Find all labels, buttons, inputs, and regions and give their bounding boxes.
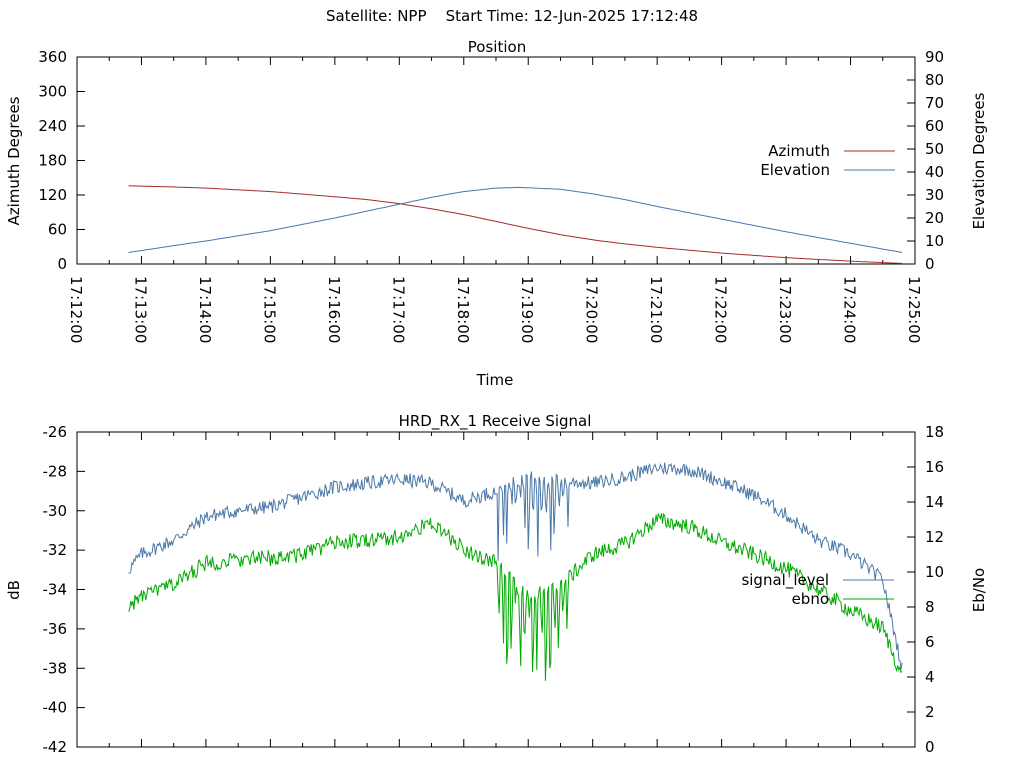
receive-signal-plot-frame (76, 431, 916, 748)
right-axis-tick-label: 20 (925, 209, 944, 227)
right-axis-tick-label: 8 (925, 598, 935, 616)
receive-signal-legend: signal_level ebno (741, 571, 894, 608)
right-axis-tick-label: 2 (925, 703, 935, 721)
position-left-axis: 0 60 120 180 240 300 360 (38, 48, 85, 273)
receive-signal-right-axis-label: Eb/No (970, 568, 988, 612)
receive-signal-right-axis: 0 2 4 6 8 10 12 14 16 18 (907, 423, 944, 756)
receive-signal-chart-title: HRD_RX_1 Receive Signal (399, 412, 592, 431)
x-axis-tick-label: 17:25:00 (905, 276, 923, 343)
legend-label-signal-level: signal_level (741, 571, 829, 590)
position-time-axis: 17:12:00 17:13:00 17:14:00 17:15:00 17:16:00… (67, 57, 923, 343)
left-axis-tick-label: 120 (38, 186, 67, 204)
left-axis-tick-label: -38 (43, 659, 68, 677)
page-title: Satellite: NPP Start Time: 12-Jun-2025 1… (325, 7, 699, 25)
x-axis-tick-label: 17:21:00 (647, 276, 665, 343)
x-axis-tick-label: 17:22:00 (712, 276, 730, 343)
right-axis-tick-label: 18 (925, 423, 944, 441)
x-axis-tick-label: 17:16:00 (325, 276, 343, 343)
right-axis-tick-label: 50 (925, 140, 944, 158)
right-axis-tick-label: 4 (925, 668, 935, 686)
left-axis-tick-label: -30 (43, 502, 68, 520)
legend-label-ebno: ebno (792, 590, 829, 608)
x-axis-tick-label: 17:19:00 (518, 276, 536, 343)
position-left-axis-label: Azimuth Degrees (5, 96, 23, 225)
left-axis-tick-label: 180 (38, 152, 67, 170)
right-axis-tick-label: 0 (925, 255, 935, 273)
series-line-ebno (128, 512, 903, 681)
right-axis-tick-label: 16 (925, 458, 944, 476)
x-axis-tick-label: 17:17:00 (389, 276, 407, 343)
left-axis-tick-label: 360 (38, 48, 67, 66)
left-axis-tick-label: -32 (43, 541, 68, 559)
position-chart: Position 0 60 120 180 240 300 360 0 10 20 30 40 50 6… (5, 38, 988, 389)
right-axis-tick-label: 14 (925, 493, 944, 511)
position-right-axis: 0 10 20 30 40 50 60 70 80 90 (907, 48, 944, 273)
left-axis-tick-label: -26 (43, 423, 68, 441)
right-axis-tick-label: 10 (925, 563, 944, 581)
x-axis-tick-label: 17:12:00 (67, 276, 85, 343)
receive-signal-series (128, 462, 903, 681)
right-axis-tick-label: 0 (925, 738, 935, 756)
left-axis-tick-label: -36 (43, 620, 68, 638)
receive-signal-left-axis: -42 -40 -38 -36 -34 -32 -30 -28 -26 (43, 423, 85, 756)
right-axis-tick-label: 12 (925, 528, 944, 546)
receive-signal-left-axis-label: dB (5, 580, 23, 600)
x-axis-tick-label: 17:20:00 (583, 276, 601, 343)
left-axis-tick-label: -28 (43, 462, 68, 480)
x-axis-tick-label: 17:23:00 (776, 276, 794, 343)
x-axis-tick-label: 17:14:00 (196, 276, 214, 343)
left-axis-tick-label: 300 (38, 83, 67, 101)
x-axis-tick-label: 17:24:00 (841, 276, 859, 343)
position-series (128, 185, 903, 264)
right-axis-tick-label: 90 (925, 48, 944, 66)
left-axis-tick-label: 60 (48, 221, 67, 239)
right-axis-tick-label: 70 (925, 94, 944, 112)
right-axis-tick-label: 30 (925, 186, 944, 204)
legend-label-azimuth: Azimuth (768, 142, 830, 160)
legend-label-elevation: Elevation (760, 161, 830, 179)
x-axis-tick-label: 17:15:00 (260, 276, 278, 343)
left-axis-tick-label: -42 (43, 738, 68, 756)
receive-signal-time-axis (76, 432, 916, 747)
x-axis-tick-label: 17:13:00 (131, 276, 149, 343)
series-line-elevation (128, 186, 903, 253)
right-axis-tick-label: 6 (925, 633, 935, 651)
x-axis-tick-label: 17:18:00 (454, 276, 472, 343)
right-axis-tick-label: 40 (925, 163, 944, 181)
left-axis-tick-label: 240 (38, 117, 67, 135)
position-legend: Azimuth Elevation (760, 142, 895, 179)
right-axis-tick-label: 10 (925, 232, 944, 250)
right-axis-tick-label: 80 (925, 71, 944, 89)
left-axis-tick-label: 0 (57, 255, 67, 273)
left-axis-tick-label: -40 (43, 699, 68, 717)
series-line-signal-level (128, 462, 903, 670)
position-chart-title: Position (468, 38, 526, 56)
position-right-axis-label: Elevation Degrees (970, 92, 988, 229)
series-line-azimuth (128, 185, 903, 264)
right-axis-tick-label: 60 (925, 117, 944, 135)
left-axis-tick-label: -34 (43, 581, 68, 599)
position-x-axis-label: Time (476, 371, 514, 389)
receive-signal-chart: HRD_RX_1 Receive Signal -42-40-38-36-34-… (5, 412, 988, 756)
